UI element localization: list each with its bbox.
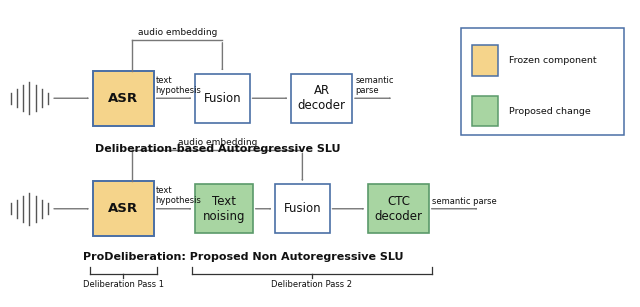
Text: AR
decoder: AR decoder <box>298 84 346 112</box>
Text: Frozen component: Frozen component <box>509 56 597 65</box>
FancyBboxPatch shape <box>93 181 154 236</box>
Text: ASR: ASR <box>108 202 138 215</box>
FancyBboxPatch shape <box>291 74 352 123</box>
Text: Deliberation-based Autoregressive SLU: Deliberation-based Autoregressive SLU <box>95 144 340 154</box>
FancyBboxPatch shape <box>461 28 624 135</box>
Text: semantic parse: semantic parse <box>432 197 497 206</box>
FancyBboxPatch shape <box>472 45 498 76</box>
Text: audio embedding: audio embedding <box>178 138 257 147</box>
Text: Fusion: Fusion <box>204 92 241 105</box>
Text: CTC
decoder: CTC decoder <box>374 195 422 223</box>
Text: ASR: ASR <box>108 92 138 105</box>
Text: text
hypothesis: text hypothesis <box>156 76 202 95</box>
Text: semantic
parse: semantic parse <box>355 76 394 95</box>
Text: Proposed change: Proposed change <box>509 107 591 116</box>
FancyBboxPatch shape <box>195 184 253 233</box>
Text: Deliberation Pass 1: Deliberation Pass 1 <box>83 280 164 289</box>
FancyBboxPatch shape <box>368 184 429 233</box>
FancyBboxPatch shape <box>275 184 330 233</box>
FancyBboxPatch shape <box>93 71 154 126</box>
Text: Text
noising: Text noising <box>203 195 245 223</box>
Text: Deliberation Pass 2: Deliberation Pass 2 <box>271 280 353 289</box>
FancyBboxPatch shape <box>472 96 498 126</box>
Text: ProDeliberation: Proposed Non Autoregressive SLU: ProDeliberation: Proposed Non Autoregres… <box>83 252 403 262</box>
FancyBboxPatch shape <box>195 74 250 123</box>
Text: Fusion: Fusion <box>284 202 321 215</box>
Text: text
hypothesis: text hypothesis <box>156 186 202 205</box>
Text: audio embedding: audio embedding <box>138 28 217 37</box>
